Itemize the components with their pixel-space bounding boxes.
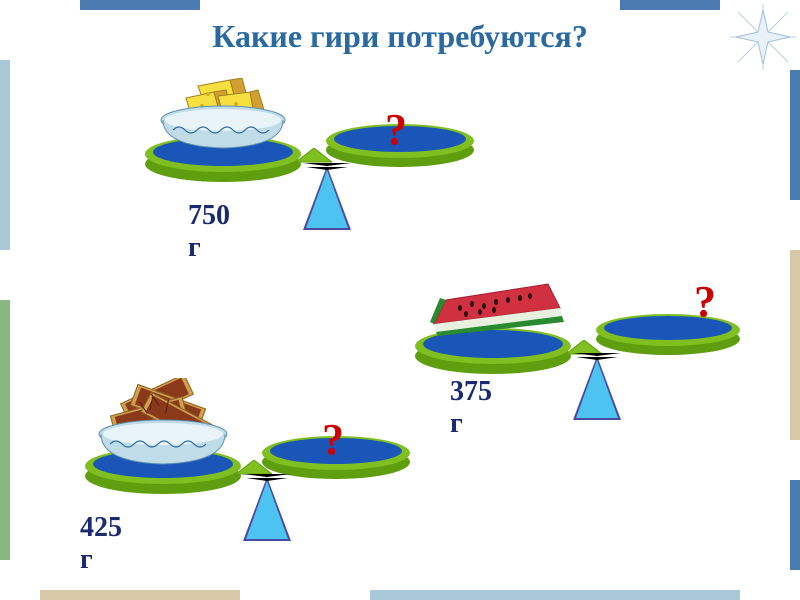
border-right <box>790 0 800 600</box>
plate-right <box>596 314 740 356</box>
border-left <box>0 0 10 600</box>
stripe <box>0 60 10 250</box>
stripe <box>0 300 10 560</box>
weight-label: 750 г <box>188 200 230 264</box>
weight-label: 425 г <box>80 512 122 576</box>
fulcrum <box>246 478 288 539</box>
question-mark: ? <box>385 108 407 152</box>
stripe <box>790 70 800 200</box>
question-mark: ? <box>694 280 716 324</box>
stripe <box>40 590 240 600</box>
stripe <box>620 0 720 10</box>
page-title: Какие гири потребуются? <box>0 18 800 55</box>
weight-label: 375 г <box>450 376 492 440</box>
fulcrum <box>306 167 348 228</box>
bowl-chocolate <box>92 378 234 466</box>
stripe <box>790 250 800 440</box>
border-top <box>0 0 800 10</box>
stripe <box>370 590 740 600</box>
question-mark: ? <box>322 418 344 462</box>
fulcrum <box>576 357 618 418</box>
stripe <box>80 0 200 10</box>
bowl-cheese <box>158 78 288 150</box>
stripe <box>790 480 800 570</box>
watermelon-slice <box>430 278 570 340</box>
border-bottom <box>0 590 800 600</box>
